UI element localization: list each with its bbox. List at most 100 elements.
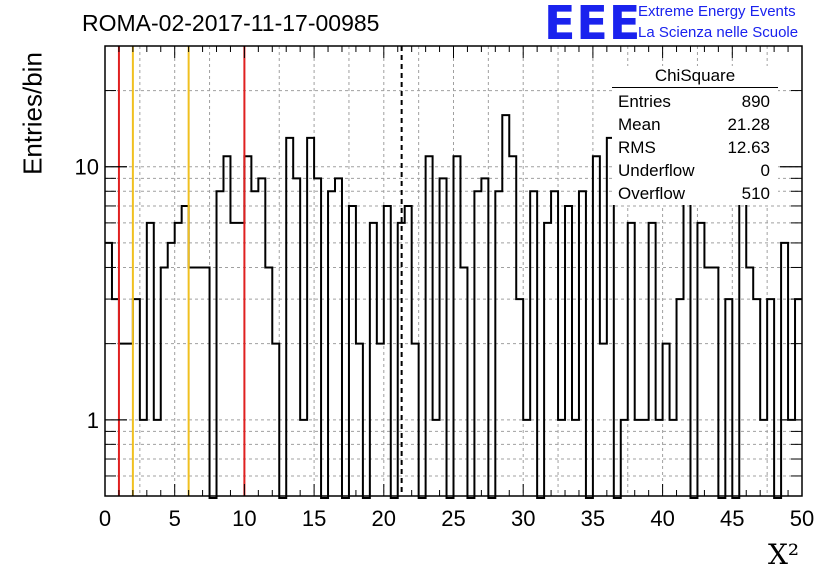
stats-row-rms: RMS 12.63 — [612, 136, 778, 159]
histogram-bin — [593, 156, 600, 496]
histogram-bin — [258, 178, 265, 496]
histogram-bin — [175, 223, 182, 496]
histogram-bin — [161, 267, 168, 496]
stats-value: 0 — [760, 161, 770, 180]
x-tick-label: 25 — [441, 506, 465, 531]
histogram-bin — [670, 420, 677, 496]
plot-title: ROMA-02-2017-11-17-00985 — [82, 10, 380, 36]
histogram-bin — [286, 138, 293, 496]
stats-value: 890 — [741, 92, 770, 111]
histogram-bin — [370, 223, 377, 496]
histogram-bin — [795, 299, 802, 496]
histogram-bin — [460, 267, 467, 496]
eee-logo: EEE — [544, 0, 642, 50]
histogram-bin — [454, 156, 461, 496]
stats-value: 12.63 — [727, 138, 770, 157]
stats-label: Underflow — [618, 161, 695, 180]
histogram-bin — [565, 206, 572, 496]
stats-box: ChiSquare Entries 890 Mean 21.28 RMS 12.63 Und… — [612, 66, 778, 205]
histogram-bin — [704, 267, 711, 496]
histogram-bin — [335, 178, 342, 496]
histogram-bin — [760, 420, 767, 496]
histogram-bin — [677, 299, 684, 496]
x-axis-label: X² — [768, 538, 800, 571]
x-tick-label: 15 — [302, 506, 326, 531]
histogram-bin — [300, 420, 307, 496]
histogram-bin — [265, 267, 272, 496]
histogram-bin — [697, 223, 704, 496]
stats-label: Entries — [618, 92, 671, 111]
stats-row-mean: Mean 21.28 — [612, 113, 778, 136]
histogram-bin — [516, 299, 523, 496]
histogram-bin — [112, 299, 119, 496]
histogram-bin — [440, 178, 447, 496]
stats-label: Overflow — [618, 184, 686, 203]
histogram-bin — [356, 344, 363, 496]
histogram-bin — [649, 223, 656, 496]
histogram-bin — [481, 178, 488, 496]
stats-row-overflow: Overflow 510 — [612, 182, 778, 205]
histogram-bin — [349, 206, 356, 496]
histogram-bin — [237, 223, 244, 496]
x-tick-label: 0 — [99, 506, 111, 531]
histogram-bin — [635, 420, 642, 496]
histogram-bin — [530, 191, 537, 496]
stats-value: 510 — [741, 184, 770, 203]
x-tick-label: 40 — [650, 506, 674, 531]
histogram-bin — [328, 191, 335, 496]
x-tick-label: 30 — [511, 506, 535, 531]
histogram-bin — [433, 420, 440, 496]
histogram-bin — [147, 223, 154, 496]
histogram-bin — [412, 344, 419, 496]
stats-title: ChiSquare — [612, 66, 778, 88]
histogram-bin — [628, 223, 635, 496]
histogram-bin — [621, 420, 628, 496]
histogram-bin — [739, 191, 746, 496]
histogram-bin — [523, 420, 530, 496]
histogram-bin — [558, 420, 565, 496]
stats-label: RMS — [618, 138, 656, 157]
histogram-bin — [251, 191, 258, 496]
histogram-bin — [746, 267, 753, 496]
histogram-bin — [168, 243, 175, 496]
histogram-bin — [656, 420, 663, 496]
histogram-bin — [502, 115, 509, 496]
histogram-bin — [725, 299, 732, 496]
histogram-bin — [551, 191, 558, 496]
y-tick-label: 1 — [87, 408, 99, 433]
histogram-bin — [474, 191, 481, 496]
histogram-bin — [509, 156, 516, 496]
histogram-bin — [579, 191, 586, 496]
histogram-bin — [223, 156, 230, 496]
histogram-bin — [307, 138, 314, 496]
histogram-bin — [600, 344, 607, 496]
stats-value: 21.28 — [727, 115, 770, 134]
stats-label: Mean — [618, 115, 661, 134]
histogram-bin — [753, 299, 760, 496]
histogram-bin — [293, 178, 300, 496]
histogram-bin — [230, 223, 237, 496]
histogram-bin — [426, 156, 433, 496]
histogram-bin — [642, 420, 649, 496]
histogram-bin — [182, 206, 189, 496]
x-tick-label: 50 — [790, 506, 814, 531]
x-tick-label: 5 — [169, 506, 181, 531]
histogram-bin — [405, 206, 412, 496]
histogram-bin — [189, 267, 196, 496]
histogram-bin — [377, 344, 384, 496]
histogram-bin — [314, 178, 321, 496]
marker-lines-layer — [117, 46, 403, 496]
histogram-bin — [684, 156, 691, 496]
histogram-bin — [711, 267, 718, 496]
x-tick-label: 20 — [372, 506, 396, 531]
eee-logo-line2: La Scienza nelle Scuole — [638, 24, 799, 41]
x-tick-label: 35 — [581, 506, 605, 531]
histogram-bin — [196, 267, 203, 496]
x-tick-label: 45 — [720, 506, 744, 531]
histogram-bin — [133, 299, 140, 496]
eee-logo-line1: Extreme Energy Events — [638, 3, 796, 20]
x-tick-label: 10 — [232, 506, 256, 531]
histogram-bin — [217, 191, 224, 496]
